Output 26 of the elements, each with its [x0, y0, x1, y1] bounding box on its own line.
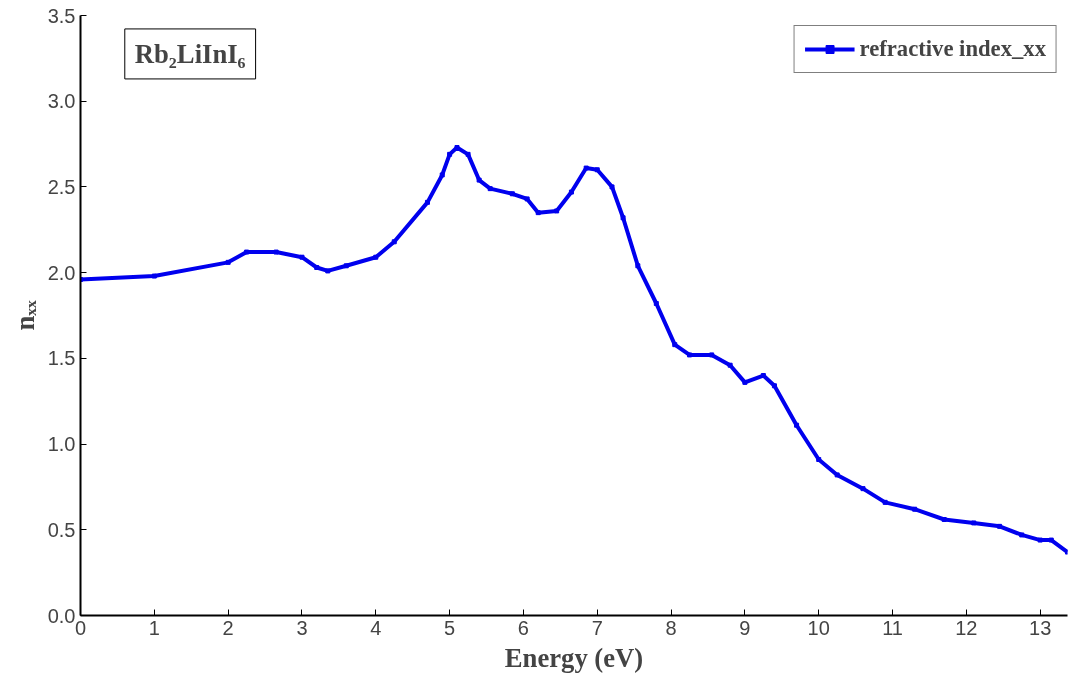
y-tick-label: 1.0: [47, 433, 76, 456]
x-tick-label: 5: [444, 616, 456, 639]
y-tick-label: 2.5: [47, 175, 76, 198]
x-tick-label: 0: [74, 616, 87, 639]
x-axis-title: Energy (eV): [504, 642, 644, 673]
y-tick-label: 0.0: [47, 604, 76, 627]
x-tick-label: 11: [882, 616, 903, 639]
y-tick-label: 1.5: [47, 347, 76, 370]
y-tick-label: 3.5: [47, 4, 76, 27]
x-tick-label: 10: [807, 616, 830, 639]
x-tick-label: 9: [739, 616, 751, 639]
y-tick-label: 3.0: [47, 90, 76, 113]
x-tick-label: 7: [591, 616, 603, 639]
x-tick-label: 12: [955, 616, 978, 639]
x-tick-label: 13: [1029, 616, 1052, 639]
x-tick-label: 8: [665, 616, 677, 639]
x-tick-label: 1: [148, 616, 160, 639]
x-tick-label: 6: [517, 616, 529, 639]
x-tick-label: 2: [222, 616, 234, 639]
legend-label: refractive index_xx: [859, 36, 1046, 62]
y-axis-title: nₓₓ: [9, 300, 40, 331]
x-tick-label: 4: [370, 616, 382, 639]
x-tick-label: 3: [296, 616, 308, 639]
y-tick-label: 0.5: [47, 518, 76, 541]
y-tick-label: 2.0: [47, 261, 76, 284]
annotation: Rb₂LiInI₆: [134, 38, 246, 69]
